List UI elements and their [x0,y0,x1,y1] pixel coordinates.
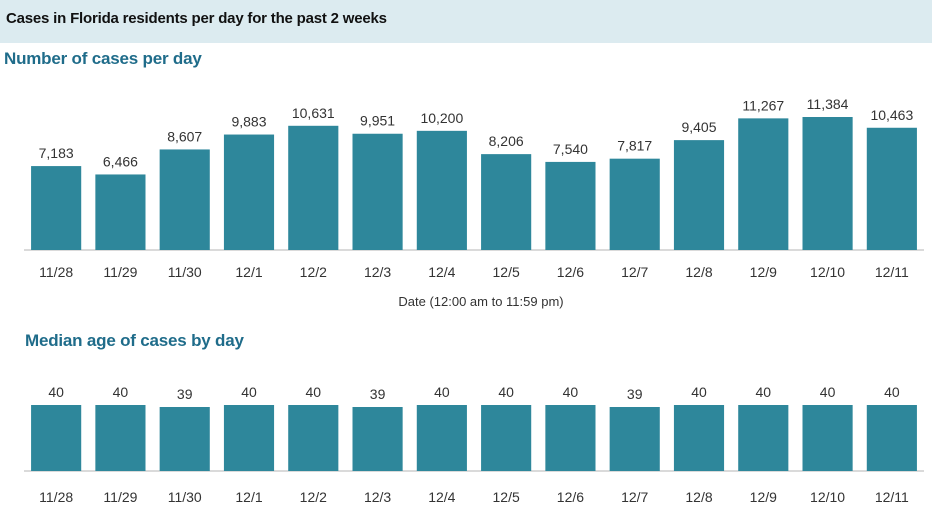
age-bar [609,407,660,471]
cases-bar [673,140,725,250]
cases-tick-label: 11/30 [168,264,202,280]
cases-tick-label: 12/1 [235,264,262,280]
cases-bar [416,130,467,250]
cases-tick-label: 12/4 [428,264,455,280]
cases-tick-label: 12/6 [557,264,584,280]
cases-value-label: 9,405 [681,119,716,135]
age-bar [288,405,339,471]
cases-value-label: 10,200 [420,110,463,126]
cases-value-label: 8,607 [167,128,202,144]
age-tick-label: 11/29 [103,489,137,505]
age-bar [802,405,853,471]
age-tick-label: 12/9 [750,489,777,505]
header-bar: Cases in Florida residents per day for t… [0,0,932,43]
age-bar [416,405,467,471]
age-bar [223,405,275,471]
cases-tick-label: 12/3 [364,264,391,280]
age-tick-label: 12/6 [557,489,584,505]
cases-bar [481,154,532,250]
age-value-label: 40 [884,384,900,400]
cases-bar [609,158,660,250]
cases-bar [866,127,917,250]
cases-value-label: 10,463 [870,107,913,123]
cases-bar [159,149,210,250]
cases-chart-title: Number of cases per day [4,49,202,68]
cases-bar [545,161,596,250]
cases-tick-label: 12/11 [875,264,909,280]
cases-value-label: 11,384 [807,96,849,112]
cases-value-label: 7,817 [617,138,652,154]
age-bar [481,405,532,471]
cases-value-label: 9,951 [360,113,395,129]
age-tick-label: 12/4 [428,489,455,505]
cases-value-label: 7,540 [553,141,588,157]
cases-tick-label: 12/2 [300,264,327,280]
cases-x-axis-label: Date (12:00 am to 11:59 pm) [398,294,563,309]
cases-bar [31,166,82,250]
age-tick-label: 12/1 [235,489,262,505]
cases-bar [738,118,789,251]
cases-tick-label: 11/29 [103,264,137,280]
age-bar [352,407,403,471]
age-tick-label: 12/10 [810,489,845,505]
age-tick-label: 11/28 [39,489,73,505]
age-bar [31,405,82,471]
age-tick-label: 12/7 [621,489,648,505]
age-value-label: 40 [755,384,771,400]
age-tick-label: 12/8 [685,489,712,505]
age-value-label: 40 [498,384,514,400]
age-value-label: 39 [177,386,193,402]
page-title: Cases in Florida residents per day for t… [6,10,387,27]
age-value-label: 39 [370,386,386,402]
cases-tick-label: 12/10 [810,264,845,280]
age-tick-label: 11/30 [168,489,202,505]
cases-tick-label: 11/28 [39,264,73,280]
cases-per-day-chart: 7,18311/286,46611/298,60711/309,88312/11… [24,96,924,309]
age-tick-label: 12/5 [493,489,520,505]
age-value-label: 40 [48,384,64,400]
age-bar [95,405,146,471]
age-bar [866,405,917,471]
age-value-label: 40 [305,384,321,400]
cases-bar [95,174,146,250]
age-value-label: 39 [627,386,643,402]
age-value-label: 40 [691,384,707,400]
age-chart-title: Median age of cases by day [25,331,244,350]
age-bar [673,405,725,471]
cases-tick-label: 12/7 [621,264,648,280]
age-bar [738,405,789,471]
cases-value-label: 8,206 [489,133,524,149]
cases-bar [352,133,403,250]
cases-value-label: 6,466 [103,153,138,169]
cases-tick-label: 12/5 [493,264,520,280]
cases-bar [288,125,339,250]
cases-bar [802,117,853,250]
cases-value-label: 10,631 [292,105,335,121]
age-value-label: 40 [563,384,579,400]
cases-value-label: 9,883 [231,114,266,130]
age-value-label: 40 [820,384,836,400]
age-bar [545,405,596,471]
cases-tick-label: 12/8 [685,264,712,280]
age-value-label: 40 [241,384,257,400]
cases-bar [223,134,275,250]
age-tick-label: 12/2 [300,489,327,505]
cases-value-label: 7,183 [39,145,74,161]
age-bar [159,407,210,471]
age-tick-label: 12/11 [875,489,909,505]
cases-tick-label: 12/9 [750,264,777,280]
age-value-label: 40 [113,384,129,400]
cases-value-label: 11,267 [742,97,784,113]
age-tick-label: 12/3 [364,489,391,505]
age-value-label: 40 [434,384,450,400]
